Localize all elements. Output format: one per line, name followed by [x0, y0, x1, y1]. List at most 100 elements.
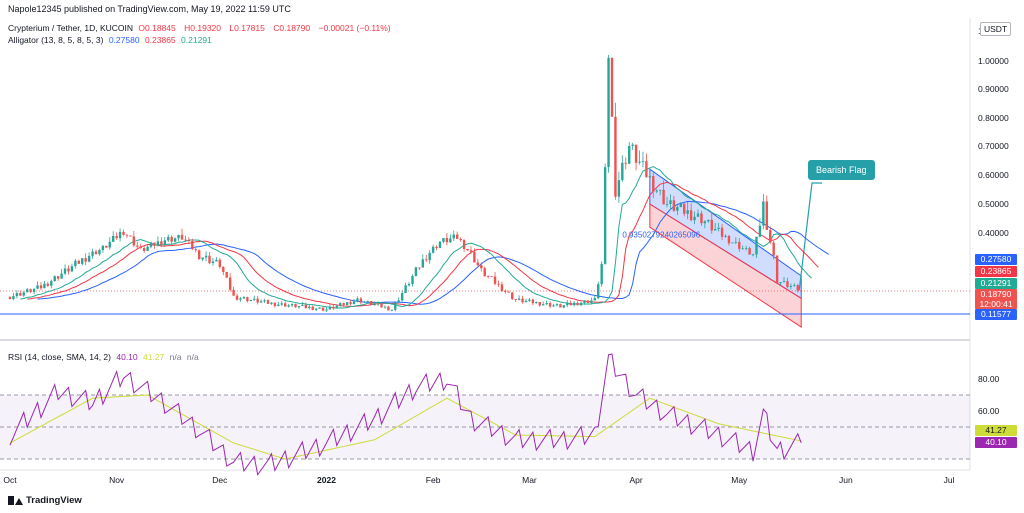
candle-body — [201, 257, 204, 260]
candle-body — [469, 250, 473, 252]
candle-body — [301, 304, 304, 307]
candle-body — [796, 285, 799, 291]
candle-body — [600, 263, 603, 285]
candle-body — [173, 238, 177, 242]
currency-button[interactable]: USDT — [980, 22, 1012, 36]
time-tick-label: Apr — [629, 475, 642, 485]
price-tick-label: 0.80000 — [978, 113, 1009, 123]
ohlc-legend: Crypterium / Tether, 1D, KUCOIN O0.18845… — [8, 23, 394, 33]
candle-body — [8, 296, 12, 300]
candle-body — [359, 298, 363, 303]
candle-body — [122, 231, 125, 235]
candle-body — [383, 306, 387, 308]
candle-body — [435, 246, 438, 248]
candle-body — [610, 57, 614, 117]
candle-body — [270, 302, 273, 304]
candle-body — [43, 283, 46, 289]
bearish-flag-callout: Bearish Flag — [808, 160, 875, 180]
candle-body — [641, 161, 645, 162]
time-tick-label: Jun — [839, 475, 853, 485]
candle-body — [370, 301, 373, 305]
candle-body — [562, 305, 566, 308]
time-tick-label: 2022 — [317, 475, 336, 485]
candle-body — [400, 293, 404, 301]
time-tick-label: Jul — [944, 475, 955, 485]
candle-body — [311, 306, 314, 310]
channel-annotation: 0.9350279240265096 — [622, 230, 700, 239]
candle-body — [380, 303, 383, 308]
last-price-value: 0.18790 — [980, 289, 1012, 299]
candle-body — [26, 289, 29, 293]
candle-body — [459, 238, 462, 241]
candle-body — [294, 304, 297, 308]
teeth-price-label: 0.23865 — [975, 266, 1017, 277]
candle-body — [411, 275, 414, 284]
candle-body — [314, 308, 318, 310]
support-price-label: 0.11577 — [975, 309, 1017, 320]
candle-body — [263, 300, 266, 302]
candle-body — [418, 267, 421, 269]
candle-body — [535, 301, 538, 304]
candle-body — [431, 246, 435, 253]
rsi-value: 40.10 — [116, 352, 138, 362]
candle-body — [160, 241, 163, 245]
tradingview-watermark: TradingView — [8, 495, 82, 506]
candle-body — [772, 242, 775, 256]
candle-body — [287, 305, 290, 307]
candle-body — [572, 302, 576, 306]
candle-body — [748, 248, 751, 255]
candle-body — [184, 239, 187, 241]
candle-body — [552, 305, 555, 307]
candle-body — [456, 234, 459, 239]
candle-body — [222, 266, 225, 272]
candle-body — [349, 302, 352, 305]
candle-body — [652, 176, 655, 192]
candle-body — [793, 285, 796, 287]
candle-body — [277, 304, 280, 306]
alligator-teeth-value: 0.23865 — [144, 35, 176, 45]
jaw-price-label: 0.27580 — [975, 254, 1017, 265]
candle-body — [624, 162, 627, 164]
candle-body — [242, 297, 246, 299]
candle-body — [352, 301, 356, 305]
candle-body — [586, 300, 590, 303]
candle-body — [215, 259, 218, 262]
candle-body — [170, 236, 173, 242]
candle-body — [800, 290, 803, 292]
price-tick-label: 0.60000 — [978, 170, 1009, 180]
rsi-legend[interactable]: RSI (14, close, SMA, 14, 2) 40.10 41.27 … — [8, 352, 202, 362]
alligator-legend[interactable]: Alligator (13, 8, 5, 8, 5, 3) 0.27580 0.… — [8, 35, 215, 45]
candle-body — [394, 302, 397, 310]
candle-body — [235, 295, 239, 300]
candle-body — [689, 210, 693, 221]
alligator-lips-value: 0.21291 — [181, 35, 212, 45]
candle-body — [149, 242, 153, 247]
candle-body — [318, 307, 321, 309]
candle-body — [46, 283, 50, 286]
rsi-na-2: n/a — [186, 352, 199, 362]
candle-body — [720, 227, 724, 237]
candle-body — [15, 293, 19, 297]
tradingview-logo-icon — [8, 496, 23, 505]
candle-body — [198, 250, 201, 260]
candle-body — [308, 306, 311, 308]
candle-body — [648, 176, 652, 178]
candle-body — [335, 305, 338, 309]
candle-body — [142, 248, 146, 251]
candle-body — [129, 235, 132, 237]
candle-body — [686, 210, 689, 214]
high-label: H — [184, 23, 191, 33]
rsi-tick-label: 60.00 — [978, 406, 1000, 416]
candle-body — [187, 240, 191, 241]
candle-body — [390, 309, 394, 311]
candle-body — [53, 276, 56, 282]
candle-body — [304, 304, 308, 308]
candle-body — [94, 251, 98, 255]
candle-body — [545, 303, 548, 305]
candle-body — [583, 300, 586, 303]
candle-body — [765, 201, 768, 230]
candle-body — [156, 241, 160, 246]
candle-body — [500, 284, 504, 292]
candle-body — [466, 248, 469, 251]
